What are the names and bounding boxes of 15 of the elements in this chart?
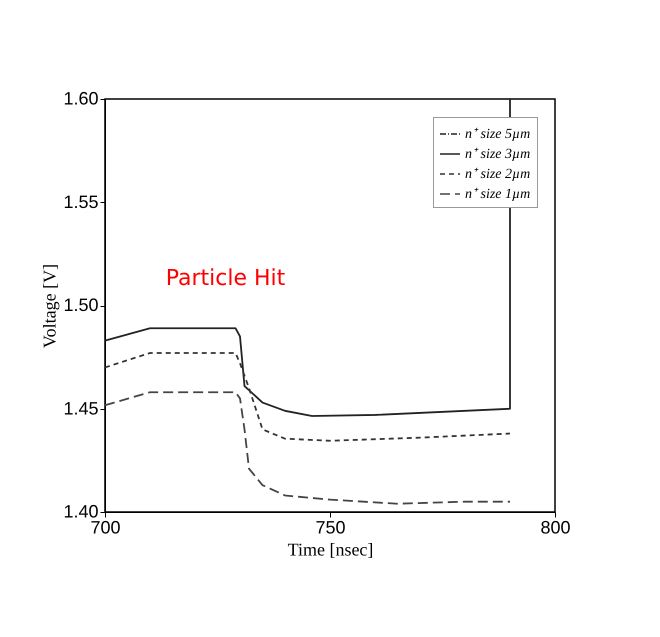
y-tick-label: 1.50 [63, 295, 98, 315]
x-axis-title: Time [nsec] [288, 540, 374, 560]
x-tick-label: 750 [315, 518, 346, 538]
legend-label: n⁺ size 3µm [465, 147, 530, 162]
y-tick-label: 1.55 [63, 192, 98, 212]
legend-label: n⁺ size 2µm [465, 167, 530, 182]
y-tick-label: 1.60 [63, 88, 98, 108]
y-tick-label: 1.45 [63, 398, 98, 418]
annotation: Particle Hit [166, 266, 286, 292]
x-tick-label: 800 [540, 518, 571, 538]
line-series [104, 391, 511, 505]
legend-label: n⁺ size 1µm [465, 187, 530, 202]
y-axis-title: Voltage [V] [39, 264, 60, 348]
legend-label: n⁺ size 5µm [465, 127, 530, 142]
line-series [104, 352, 511, 442]
